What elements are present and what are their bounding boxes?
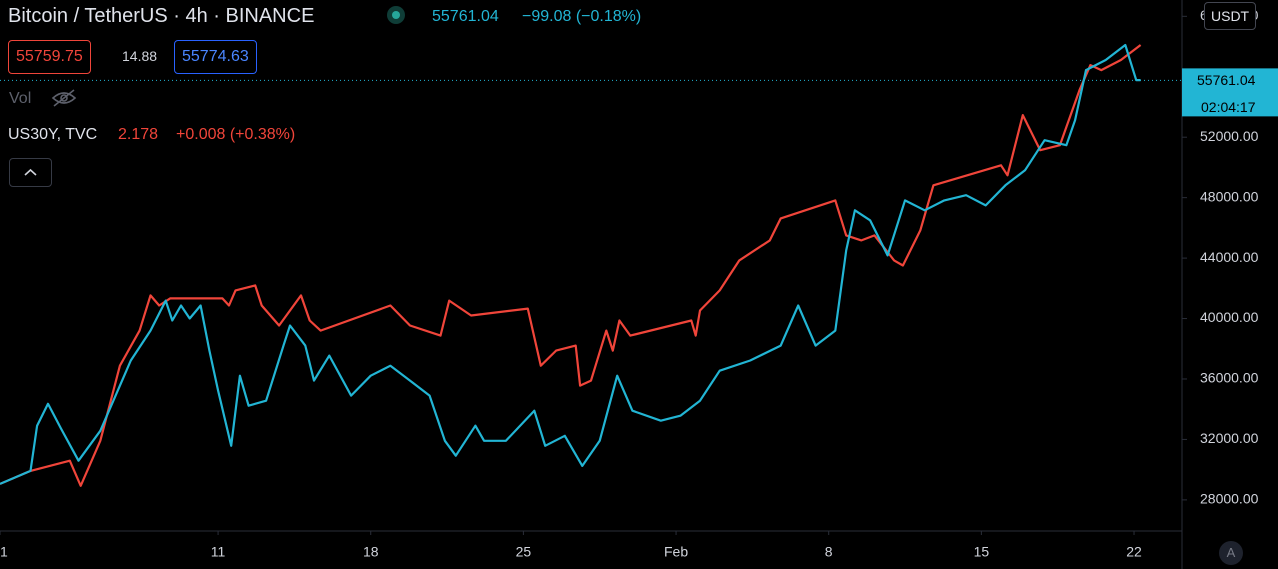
series-line [0,43,1141,485]
volume-label: Vol [9,90,32,107]
last-price-tag [1182,68,1278,117]
x-tick-label: 25 [516,544,532,560]
y-tick-label: 44000.00 [1200,249,1259,265]
y-tick-label: 36000.00 [1200,370,1259,386]
compare-change: +0.008 (+0.38%) [176,126,296,143]
x-tick-label: 8 [825,544,833,560]
countdown-label: 02:04:17 [1201,99,1256,115]
y-tick-label: 48000.00 [1200,188,1259,204]
plot-area [0,43,1182,487]
last-price-label: 55761.04 [1197,72,1256,88]
status-dot [387,6,405,24]
hide-icon[interactable] [50,88,78,108]
x-tick-label: 22 [1126,544,1142,560]
y-tick-label: 28000.00 [1200,491,1259,507]
y-tick-label: 52000.00 [1200,128,1259,144]
chevron-icon [24,168,37,176]
symbol-title: Bitcoin / TetherUS · 4h · BINANCE [8,5,315,27]
compare-price: 2.178 [118,126,159,143]
ask-button[interactable]: 55774.63 [174,40,257,74]
collapse-button[interactable] [9,158,52,187]
axes: 28000.00 32000.00 36000.00 40000.00 44000.00… [0,7,1278,560]
series-line [0,44,1142,487]
currency-button[interactable]: USDT [1204,2,1257,30]
x-tick-label: 15 [974,544,990,560]
x-tick-label: 21 [0,544,8,560]
status-dot-inner [392,11,400,19]
x-tick-label: Feb [664,544,688,560]
auto-scale-button[interactable]: A [1219,541,1243,565]
spread: 14.88 [122,48,158,64]
y-tick-label: 32000.00 [1200,430,1259,446]
last-price: 55761.04 [432,8,499,25]
price-change: −99.08 (−0.18%) [522,8,642,25]
bid-button[interactable]: 55759.75 [8,40,91,74]
y-tick-label: 40000.00 [1200,309,1259,325]
x-tick-label: 11 [211,544,226,560]
x-tick-label: 18 [363,544,379,560]
compare-symbol: US30Y, TVC [8,126,98,143]
